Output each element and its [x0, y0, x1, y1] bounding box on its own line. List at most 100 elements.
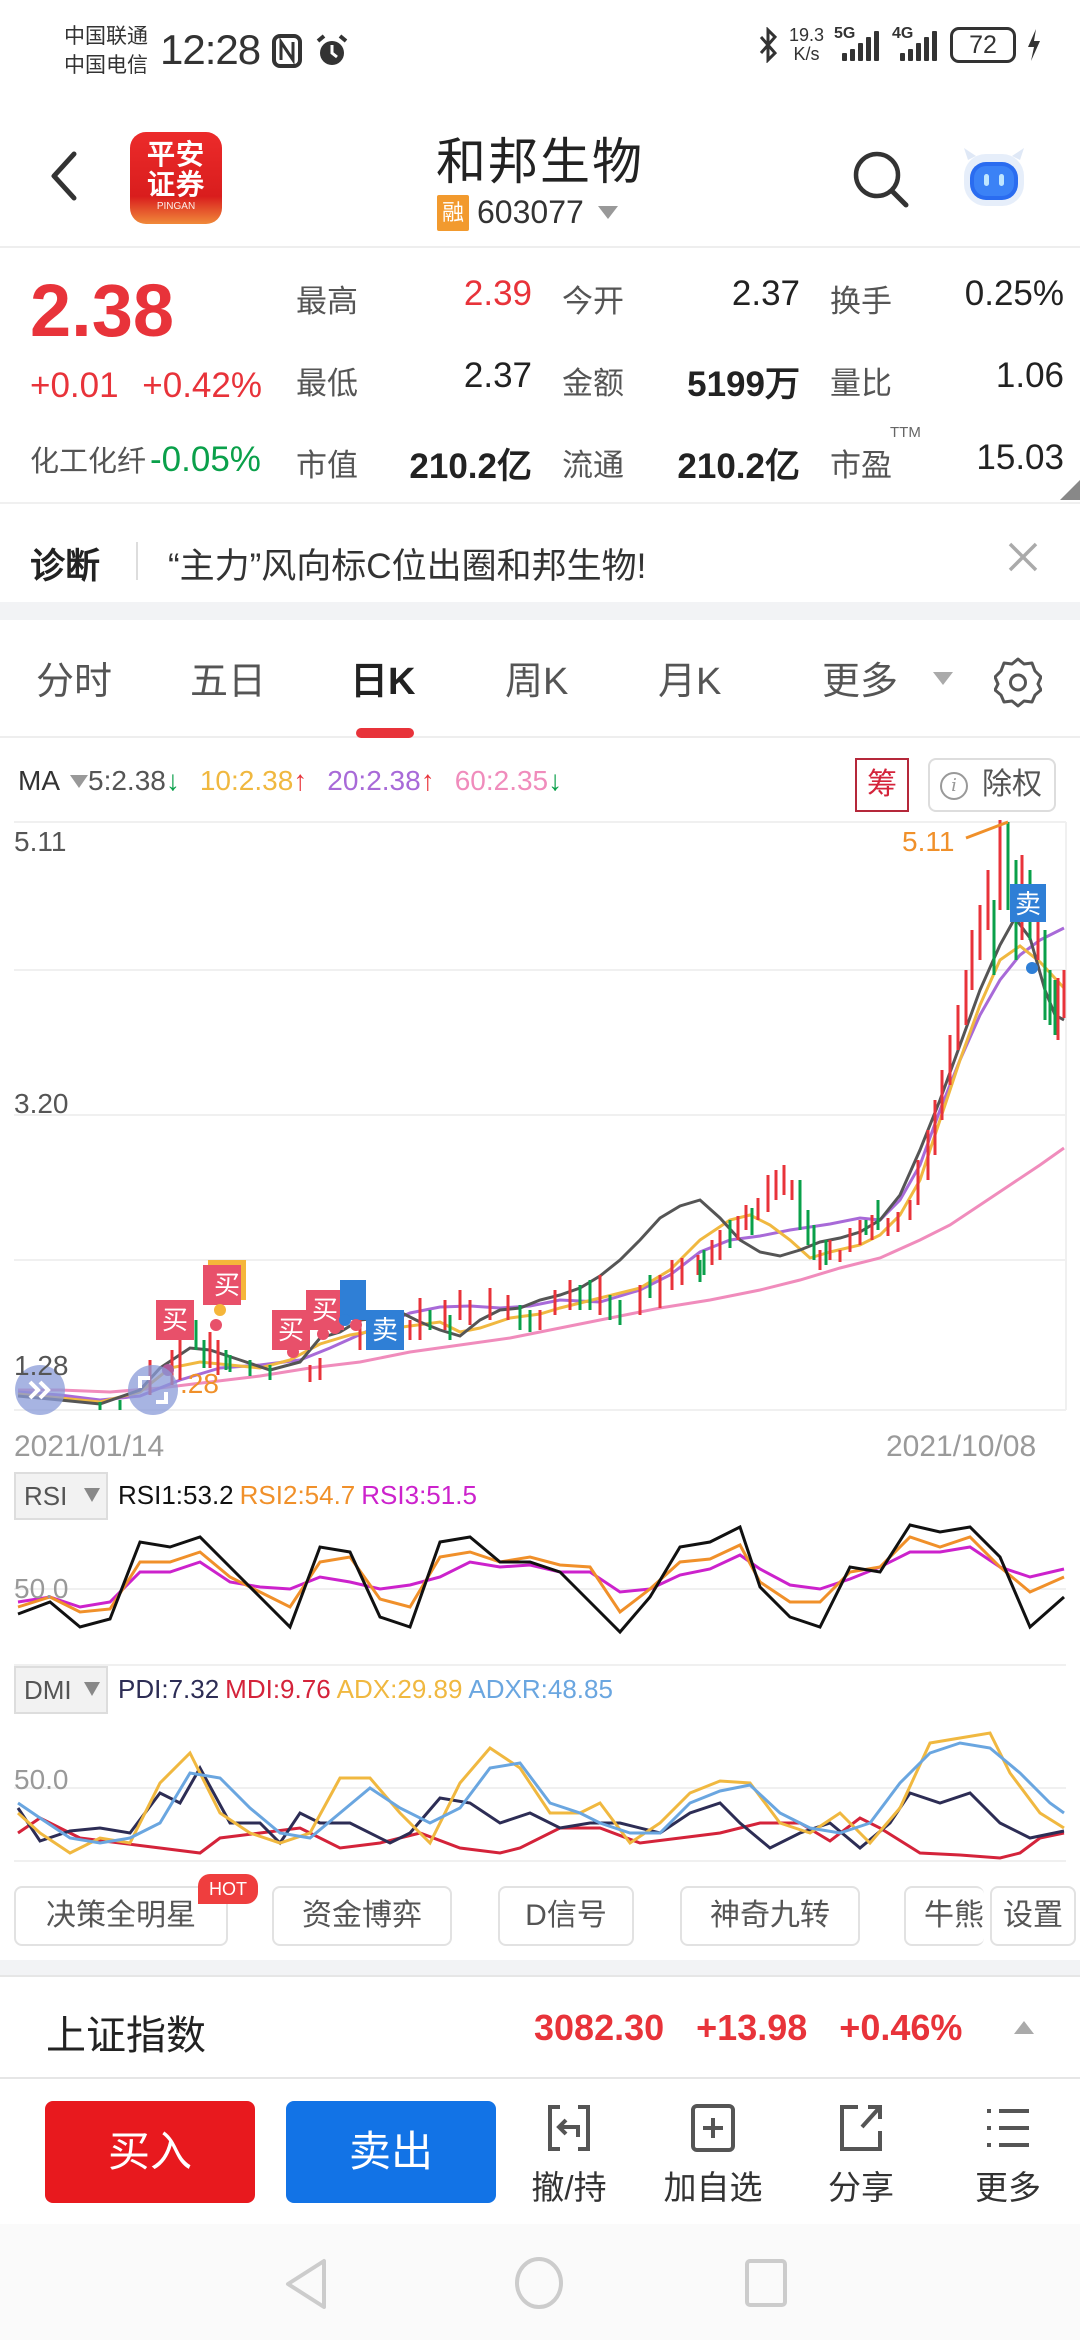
diagnosis-banner[interactable]: 诊断 “主力”风向标C位出圈和邦生物!	[0, 502, 1080, 602]
float-cap-value: 210.2亿	[677, 447, 800, 486]
battery-level: 72	[950, 27, 1016, 63]
status-right: 19.3 K/s 5G 4G 72	[757, 25, 1042, 64]
market-cap-value: 210.2亿	[409, 447, 532, 486]
chevron-down-icon	[933, 672, 953, 685]
indicator-magic-nine[interactable]: 神奇九转	[680, 1886, 860, 1946]
back-button[interactable]	[40, 146, 90, 206]
ai-assistant-robot-icon[interactable]	[958, 146, 1030, 210]
y-axis-mid: 3.20	[14, 1088, 69, 1119]
system-nav-bar	[0, 2224, 1080, 2340]
ex-rights-button[interactable]: i 除权	[928, 758, 1056, 812]
ma-legend: MA 5:2.38 ↓ 10:2.38 ↑ 20:2.38 ↑ 60:2.35 ↓	[18, 765, 562, 797]
rsi-chart[interactable]	[0, 1517, 1080, 1667]
broker-logo[interactable]: 平安 证券 PINGAN	[130, 132, 222, 224]
price-change: +0.01 +0.42%	[30, 366, 262, 405]
tab-more[interactable]: 更多	[822, 661, 899, 703]
status-bar: 中国联通 中国电信 12:28 19.3 K/s 5G 4G 72	[0, 0, 1080, 110]
pe-label: 市盈	[830, 448, 892, 483]
chevron-down-icon	[84, 1488, 100, 1502]
arrow-up-icon: ↑	[293, 765, 308, 796]
indicator-bull-bear[interactable]: 牛熊	[904, 1886, 984, 1946]
tab-daily-k[interactable]: 日K	[350, 661, 416, 703]
buy-signal: 买	[213, 1270, 240, 1300]
ma10-value: 10:2.38	[199, 765, 294, 796]
nav-recents-icon[interactable]	[744, 2258, 788, 2308]
carrier-info: 中国联通 中国电信	[64, 22, 148, 80]
search-icon[interactable]	[850, 148, 912, 210]
sector-name: 化工化纤	[30, 446, 147, 478]
dmi-ref-line: 50.0	[14, 1764, 69, 1795]
cancel-hold-button[interactable]: 撤/持	[514, 2103, 624, 2209]
ma-selector[interactable]: MA	[18, 765, 60, 796]
expand-corner-icon[interactable]	[1060, 480, 1080, 500]
last-price: 2.38	[30, 269, 175, 352]
section-gap	[0, 602, 1080, 620]
period-tabs: 分时 五日 日K 周K 月K 更多	[0, 620, 1080, 738]
arrow-up-icon: ↑	[420, 765, 435, 796]
high-value: 2.39	[463, 274, 532, 313]
rsi-ref-line: 50.0	[14, 1573, 69, 1604]
buy-button[interactable]: 买入	[45, 2101, 255, 2203]
trade-signals	[156, 884, 1046, 1376]
margin-trading-badge: 融	[437, 194, 469, 231]
low-value: 2.37	[463, 356, 532, 395]
chip-distribution-button[interactable]: 筹	[855, 758, 909, 812]
nfc-icon	[272, 34, 302, 68]
nav-home-icon[interactable]	[514, 2256, 564, 2310]
dmi-selector[interactable]: DMI	[14, 1666, 108, 1714]
kline-chart[interactable]	[0, 820, 1080, 1420]
divider	[136, 542, 138, 580]
expand-up-icon[interactable]	[1014, 2021, 1034, 2034]
alarm-icon	[316, 34, 348, 65]
indicator-settings-button[interactable]: 设置	[990, 1886, 1076, 1946]
open-label: 今开	[562, 284, 624, 319]
market-index-bar[interactable]: 上证指数 3082.30 +13.98 +0.46%	[0, 1975, 1080, 2079]
amount-label: 金额	[562, 366, 624, 401]
more-button[interactable]: 更多	[953, 2103, 1063, 2209]
dmi-legend: PDI:7.32 MDI:9.76 ADX:29.89 ADXR:48.85	[118, 1674, 613, 1704]
stock-name: 和邦生物	[436, 134, 644, 190]
buy-signal: 买	[161, 1305, 188, 1335]
sell-button[interactable]: 卖出	[286, 2101, 496, 2203]
nav-back-icon[interactable]	[284, 2258, 328, 2310]
turnover-label: 换手	[830, 284, 892, 319]
menu-list-icon	[987, 2109, 1029, 2147]
carrier-1: 中国联通	[64, 25, 148, 48]
section-gap	[0, 1960, 1080, 1976]
turnover-value: 0.25%	[964, 274, 1064, 313]
amount-value: 5199万	[687, 365, 800, 404]
share-button[interactable]: 分享	[806, 2103, 916, 2209]
sell-signal: 卖	[1014, 889, 1041, 919]
dmi-chart[interactable]	[0, 1713, 1080, 1865]
sector-info[interactable]: 化工化纤 -0.05%	[30, 438, 261, 480]
tab-monthly-k[interactable]: 月K	[658, 661, 722, 703]
gear-icon[interactable]	[994, 656, 1042, 708]
tab-intraday[interactable]: 分时	[36, 661, 113, 703]
tab-weekly-k[interactable]: 周K	[505, 661, 569, 703]
volume-ratio-label: 量比	[830, 366, 892, 401]
fullscreen-button[interactable]	[128, 1365, 178, 1415]
add-watchlist-icon	[691, 2104, 735, 2152]
indicator-capital-game[interactable]: 资金博弈	[272, 1886, 452, 1946]
low-label: 最低	[296, 366, 358, 401]
add-watchlist-button[interactable]: 加自选	[658, 2103, 768, 2209]
indicator-decision-allstar[interactable]: 决策全明星	[14, 1886, 228, 1946]
indicator-d-signal[interactable]: D信号	[498, 1886, 634, 1946]
chevron-down-icon[interactable]	[70, 774, 88, 788]
tab-five-day[interactable]: 五日	[190, 661, 267, 703]
cancel-hold-icon	[548, 2105, 590, 2151]
signal-5g-icon: 5G	[834, 25, 882, 61]
index-name: 上证指数	[46, 2014, 206, 2058]
bluetooth-icon	[759, 27, 778, 63]
market-cap-label: 市值	[296, 448, 358, 483]
stock-code-selector[interactable]: 融 603077	[437, 194, 618, 231]
rsi-selector[interactable]: RSI	[14, 1472, 108, 1520]
net-speed: 19.3 K/s	[788, 25, 824, 64]
chevron-down-icon	[84, 1682, 100, 1696]
buy-signal: 买	[311, 1295, 338, 1325]
close-icon[interactable]	[1000, 534, 1046, 580]
diagnosis-title: 诊断	[30, 547, 101, 586]
diagnosis-text[interactable]: “主力”风向标C位出圈和邦生物!	[168, 547, 647, 586]
index-quote: 3082.30 +13.98 +0.46%	[534, 2007, 963, 2048]
arrow-down-icon: ↓	[548, 765, 563, 796]
